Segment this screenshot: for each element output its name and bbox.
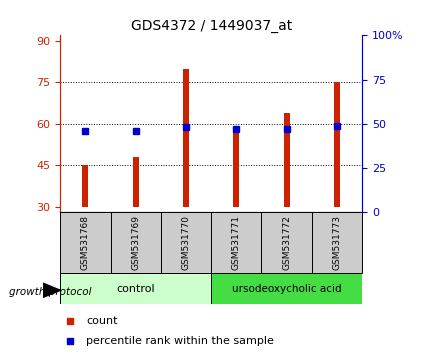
Bar <box>233 127 239 207</box>
Bar <box>111 212 160 273</box>
Bar <box>211 273 361 304</box>
Text: count: count <box>86 316 117 326</box>
Text: ursodeoxycholic acid: ursodeoxycholic acid <box>231 284 341 293</box>
Bar <box>311 212 361 273</box>
Bar <box>132 157 138 207</box>
Text: GSM531773: GSM531773 <box>332 215 341 270</box>
Polygon shape <box>43 283 60 297</box>
Text: GSM531770: GSM531770 <box>181 215 190 270</box>
Bar <box>211 212 261 273</box>
Bar <box>82 165 88 207</box>
Text: percentile rank within the sample: percentile rank within the sample <box>86 336 273 346</box>
Bar <box>60 212 111 273</box>
Bar <box>60 273 211 304</box>
Text: growth protocol: growth protocol <box>9 287 91 297</box>
Title: GDS4372 / 1449037_at: GDS4372 / 1449037_at <box>130 19 291 33</box>
Bar <box>261 212 311 273</box>
Bar <box>333 82 339 207</box>
Text: GSM531769: GSM531769 <box>131 215 140 270</box>
Text: control: control <box>116 284 155 293</box>
Text: GSM531771: GSM531771 <box>231 215 240 270</box>
Text: GSM531772: GSM531772 <box>282 215 290 270</box>
Text: GSM531768: GSM531768 <box>81 215 90 270</box>
Bar <box>160 212 211 273</box>
Bar <box>283 113 289 207</box>
Bar <box>183 69 189 207</box>
